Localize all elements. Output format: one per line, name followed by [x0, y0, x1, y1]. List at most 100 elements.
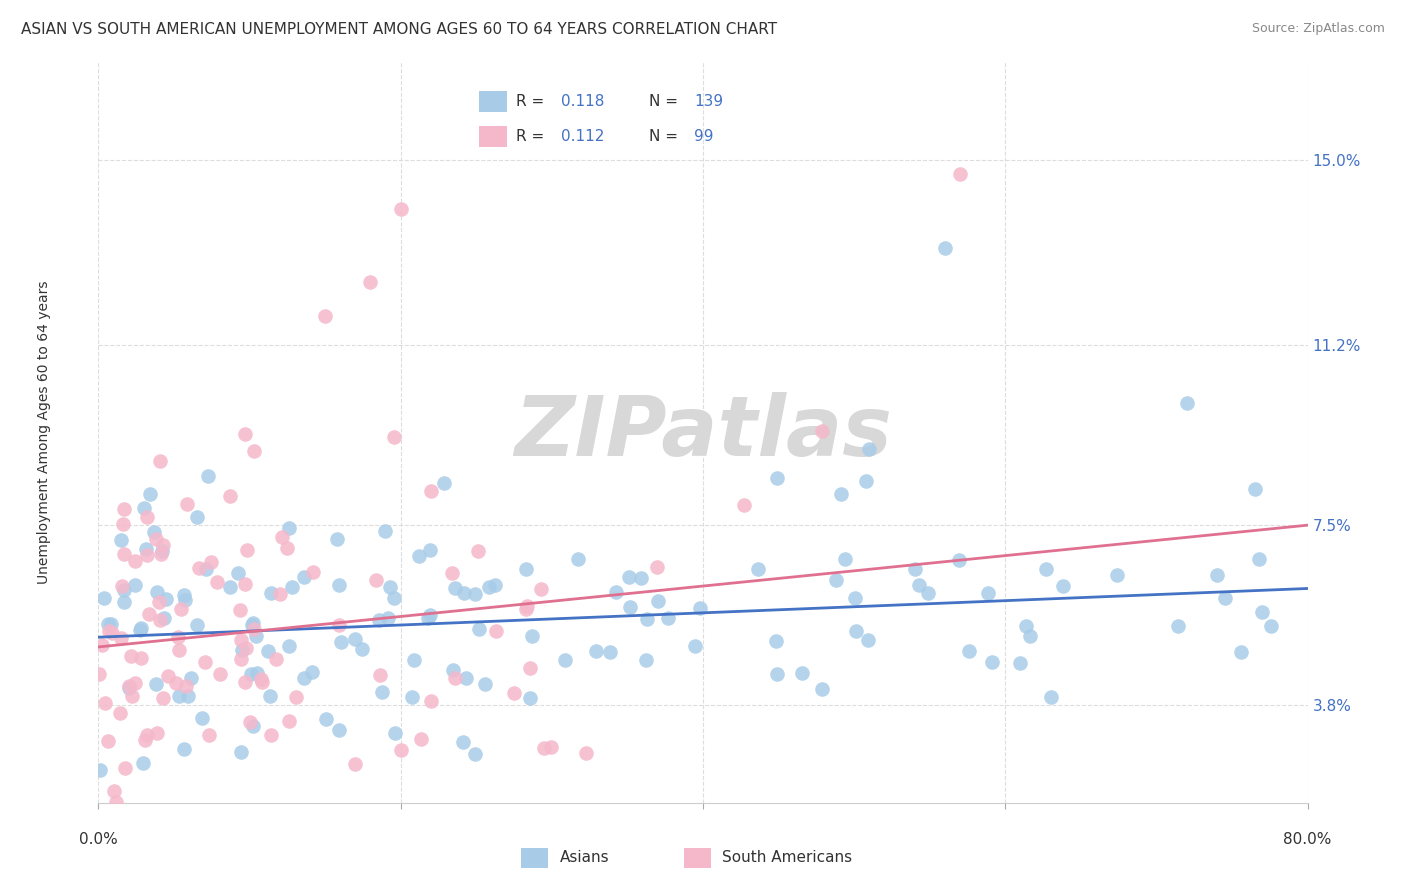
Point — [118, 681, 141, 695]
Point — [630, 571, 652, 585]
Point — [219, 489, 242, 503]
Text: Unemployment Among Ages 60 to 64 years: Unemployment Among Ages 60 to 64 years — [37, 281, 51, 584]
Point — [173, 593, 195, 607]
Point — [129, 651, 152, 665]
Point — [453, 586, 475, 600]
Point — [824, 573, 846, 587]
Point — [236, 542, 259, 557]
Point — [301, 665, 323, 680]
Point — [110, 631, 132, 645]
Point — [277, 640, 299, 654]
Point — [149, 454, 172, 468]
Point — [136, 728, 159, 742]
Point — [766, 667, 789, 681]
Point — [382, 591, 405, 606]
Point — [1035, 562, 1057, 576]
Point — [404, 653, 426, 667]
Text: Source: ZipAtlas.com: Source: ZipAtlas.com — [1251, 22, 1385, 36]
Point — [194, 562, 217, 576]
Point — [478, 580, 501, 594]
Point — [231, 745, 253, 759]
Point — [250, 673, 273, 687]
Point — [157, 669, 180, 683]
Point — [87, 666, 110, 681]
Point — [153, 611, 176, 625]
Point — [858, 633, 880, 648]
Point — [948, 553, 970, 567]
Point — [599, 645, 621, 659]
Point — [166, 676, 188, 690]
Point — [155, 591, 177, 606]
Point — [269, 587, 291, 601]
Point — [93, 591, 115, 606]
Point — [645, 560, 668, 574]
Point — [352, 642, 374, 657]
Point — [519, 661, 541, 675]
Point — [467, 544, 489, 558]
Point — [811, 682, 834, 697]
Point — [292, 570, 315, 584]
Point — [138, 607, 160, 621]
Point — [575, 746, 598, 760]
Point — [114, 761, 136, 775]
Point — [1251, 605, 1274, 619]
Point — [145, 677, 167, 691]
Text: ASIAN VS SOUTH AMERICAN UNEMPLOYMENT AMONG AGES 60 TO 64 YEARS CORRELATION CHART: ASIAN VS SOUTH AMERICAN UNEMPLOYMENT AMO… — [21, 22, 778, 37]
Point — [240, 618, 263, 632]
Point — [366, 573, 388, 587]
Point — [302, 566, 325, 580]
Point — [89, 763, 111, 777]
Point — [132, 756, 155, 770]
Point — [146, 726, 169, 740]
Point — [145, 533, 167, 547]
Point — [243, 825, 266, 839]
Point — [416, 610, 439, 624]
Point — [1052, 578, 1074, 592]
Point — [277, 521, 299, 535]
Point — [378, 580, 401, 594]
Point — [239, 666, 262, 681]
Point — [145, 584, 167, 599]
Point — [121, 648, 143, 663]
Point — [733, 498, 755, 512]
Point — [186, 509, 208, 524]
Point — [314, 309, 336, 323]
Point — [98, 624, 121, 638]
Point — [94, 696, 117, 710]
Point — [811, 425, 834, 439]
Point — [143, 524, 166, 539]
Point — [167, 642, 190, 657]
Point — [949, 168, 972, 182]
Point — [1167, 619, 1189, 633]
Point — [124, 554, 146, 568]
Point — [315, 712, 337, 726]
Point — [233, 577, 256, 591]
Point — [148, 595, 170, 609]
Point — [1008, 656, 1031, 670]
Point — [368, 667, 391, 681]
Point — [242, 718, 264, 732]
Point — [713, 835, 735, 849]
Point — [150, 544, 173, 558]
Point — [124, 676, 146, 690]
Point — [444, 582, 467, 596]
Point — [790, 665, 813, 680]
Point — [271, 530, 294, 544]
Point — [285, 690, 308, 705]
Point — [451, 735, 474, 749]
Point — [377, 611, 399, 625]
Point — [855, 475, 877, 489]
Point — [464, 747, 486, 762]
Point — [200, 555, 222, 569]
Point — [136, 548, 159, 562]
Point — [420, 484, 443, 499]
Point — [242, 444, 264, 458]
Point — [229, 652, 252, 666]
Point — [100, 617, 122, 632]
Point — [180, 671, 202, 685]
Point — [444, 671, 467, 685]
Point — [173, 588, 195, 602]
Point — [139, 487, 162, 501]
Point — [977, 585, 1000, 599]
Point — [530, 582, 553, 596]
